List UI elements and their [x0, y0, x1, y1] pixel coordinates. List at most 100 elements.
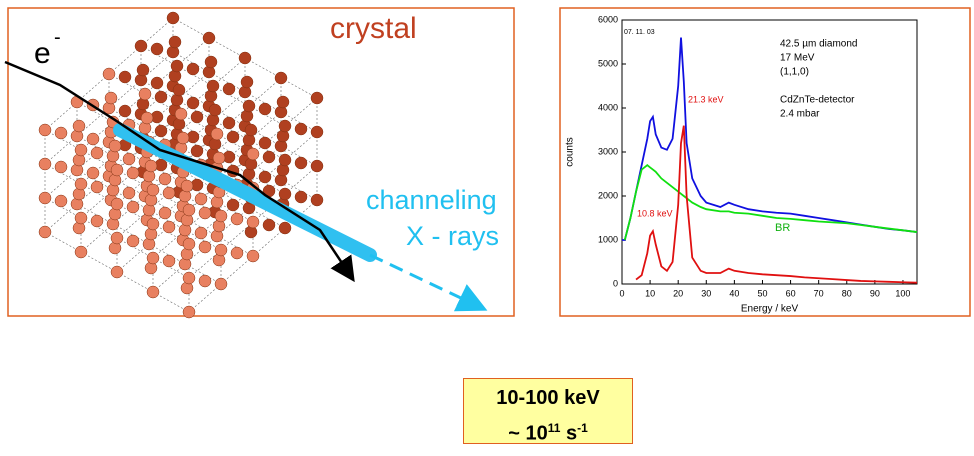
rate-exponent: 11 — [548, 421, 561, 435]
atom — [295, 157, 307, 169]
atom — [263, 151, 275, 163]
atom — [199, 275, 211, 287]
lattice-line — [45, 136, 77, 164]
atom — [39, 192, 51, 204]
x-tick-label: 70 — [814, 288, 824, 298]
atom — [263, 219, 275, 231]
y-tick-label: 1000 — [598, 234, 618, 244]
lattice-line — [249, 78, 281, 106]
lattice-line — [141, 18, 173, 46]
atom — [215, 278, 227, 290]
x-tick-label: 90 — [870, 288, 880, 298]
lattice-line — [45, 170, 77, 198]
lattice-line — [177, 38, 209, 66]
atom — [311, 92, 323, 104]
spectrum-line — [636, 126, 917, 283]
x-tick-label: 10 — [645, 288, 655, 298]
atom — [119, 105, 131, 117]
atom — [111, 266, 123, 278]
atom — [55, 195, 67, 207]
atom — [209, 104, 221, 116]
atom — [151, 43, 163, 55]
lattice-line — [253, 228, 285, 256]
annotation: 21.3 keV — [688, 94, 724, 104]
annotation: (1,1,0) — [780, 67, 809, 78]
atom — [223, 117, 235, 129]
lattice-line — [221, 256, 253, 284]
atom — [227, 199, 239, 211]
atom — [173, 84, 185, 96]
atom — [275, 72, 287, 84]
summary-box: 10-100 keV ~ 1011 s-1 — [463, 378, 633, 444]
atom — [155, 125, 167, 137]
lattice-line — [81, 224, 113, 252]
y-tick-label: 2000 — [598, 190, 618, 200]
atom — [215, 210, 227, 222]
atom — [105, 92, 117, 104]
y-tick-label: 0 — [613, 278, 618, 288]
atom — [243, 100, 255, 112]
y-tick-label: 5000 — [598, 58, 618, 68]
atom — [231, 213, 243, 225]
lattice-line — [213, 58, 245, 86]
atom — [103, 68, 115, 80]
x-tick-label: 30 — [701, 288, 711, 298]
atom — [127, 201, 139, 213]
atom — [147, 286, 159, 298]
atom — [181, 180, 193, 192]
x-tick-label: 40 — [729, 288, 739, 298]
atom — [159, 173, 171, 185]
atom — [199, 241, 211, 253]
atom — [213, 152, 225, 164]
photon-rate: ~ 1011 s-1 — [464, 413, 632, 449]
lattice-line — [189, 284, 221, 312]
y-tick-label: 6000 — [598, 14, 618, 24]
atom — [195, 193, 207, 205]
atom — [163, 255, 175, 267]
atom — [109, 140, 121, 152]
atom — [187, 97, 199, 109]
atom — [141, 112, 153, 124]
atom — [147, 218, 159, 230]
atom — [111, 198, 123, 210]
atom — [259, 137, 271, 149]
atom — [147, 252, 159, 264]
atom — [87, 133, 99, 145]
plot-area — [622, 20, 917, 284]
atom — [211, 128, 223, 140]
atom — [187, 63, 199, 75]
y-axis-label: counts — [565, 137, 576, 166]
x-tick-label: 60 — [786, 288, 796, 298]
atom — [183, 204, 195, 216]
atom — [183, 238, 195, 250]
lattice-line — [117, 244, 149, 272]
atom — [279, 154, 291, 166]
atom — [199, 207, 211, 219]
annotation: CdZnTe-detector — [780, 95, 855, 106]
atom — [241, 76, 253, 88]
atom — [123, 187, 135, 199]
atom — [151, 77, 163, 89]
atom — [55, 161, 67, 173]
atom — [207, 80, 219, 92]
atom — [55, 127, 67, 139]
atom — [167, 12, 179, 24]
atom — [75, 246, 87, 258]
x-tick-label: 20 — [673, 288, 683, 298]
atom — [39, 226, 51, 238]
atom — [73, 120, 85, 132]
atom — [163, 221, 175, 233]
atom — [239, 52, 251, 64]
annotation: 2.4 mbar — [780, 109, 820, 120]
atom — [231, 247, 243, 259]
lattice-line — [45, 204, 77, 232]
atom — [227, 131, 239, 143]
x-tick-label: 50 — [757, 288, 767, 298]
atom — [123, 153, 135, 165]
atom — [277, 96, 289, 108]
lattice-line — [109, 46, 141, 74]
annotation: 10.8 keV — [637, 208, 673, 218]
atom — [191, 111, 203, 123]
y-tick-label: 4000 — [598, 102, 618, 112]
atom — [91, 147, 103, 159]
